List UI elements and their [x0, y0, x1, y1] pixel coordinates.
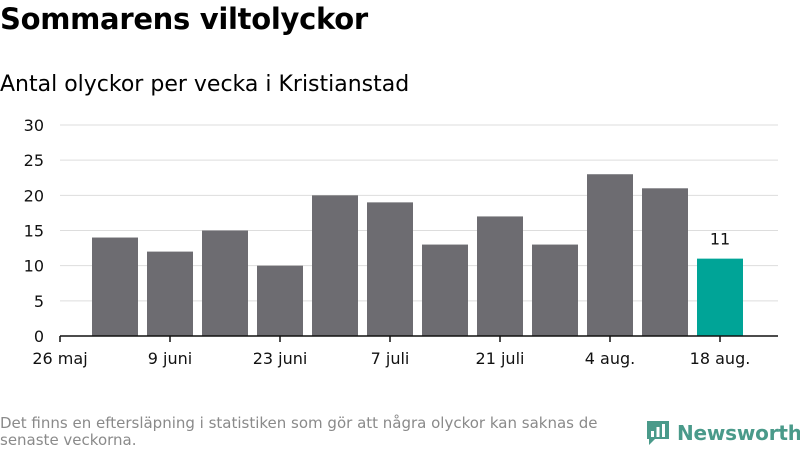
bar — [147, 251, 193, 336]
footnote: Det finns en eftersläpning i statistiken… — [0, 414, 598, 449]
chart-title: Sommarens viltolyckor — [0, 2, 368, 36]
x-tick-label: 21 juli — [476, 349, 525, 368]
brand-logo[interactable]: Newsworthy — [645, 419, 800, 447]
bar — [532, 244, 578, 336]
x-tick-label: 26 maj — [32, 349, 87, 368]
brand-name: Newsworthy — [677, 421, 800, 445]
data-label: 11 — [710, 230, 730, 249]
bar — [477, 216, 523, 336]
chart-subtitle: Antal olyckor per vecka i Kristianstad — [0, 72, 410, 97]
y-tick-label: 25 — [24, 151, 44, 170]
x-tick-label: 9 juni — [148, 349, 192, 368]
bar — [642, 188, 688, 336]
y-tick-label: 10 — [24, 257, 44, 276]
bar — [257, 265, 303, 336]
bar — [367, 202, 413, 336]
bar — [312, 195, 358, 336]
newsworthy-logo-icon — [647, 421, 669, 445]
y-tick-label: 20 — [24, 186, 44, 205]
y-tick-label: 5 — [34, 292, 44, 311]
y-tick-label: 30 — [24, 116, 44, 135]
x-tick-label: 4 aug. — [585, 349, 635, 368]
y-tick-label: 0 — [34, 327, 44, 346]
bar-chart: 0 5 10 15 20 25 30 11 26 maj 9 juni 23 juni 7 juli 2… — [24, 116, 778, 368]
bar — [422, 244, 468, 336]
bar — [202, 230, 248, 336]
highlight-bar — [697, 258, 743, 336]
x-tick-label: 23 juni — [253, 349, 308, 368]
x-tick-label: 7 juli — [371, 349, 410, 368]
x-tick-label: 18 aug. — [690, 349, 751, 368]
bar — [92, 237, 138, 336]
y-tick-label: 15 — [24, 222, 44, 241]
bar — [587, 174, 633, 336]
